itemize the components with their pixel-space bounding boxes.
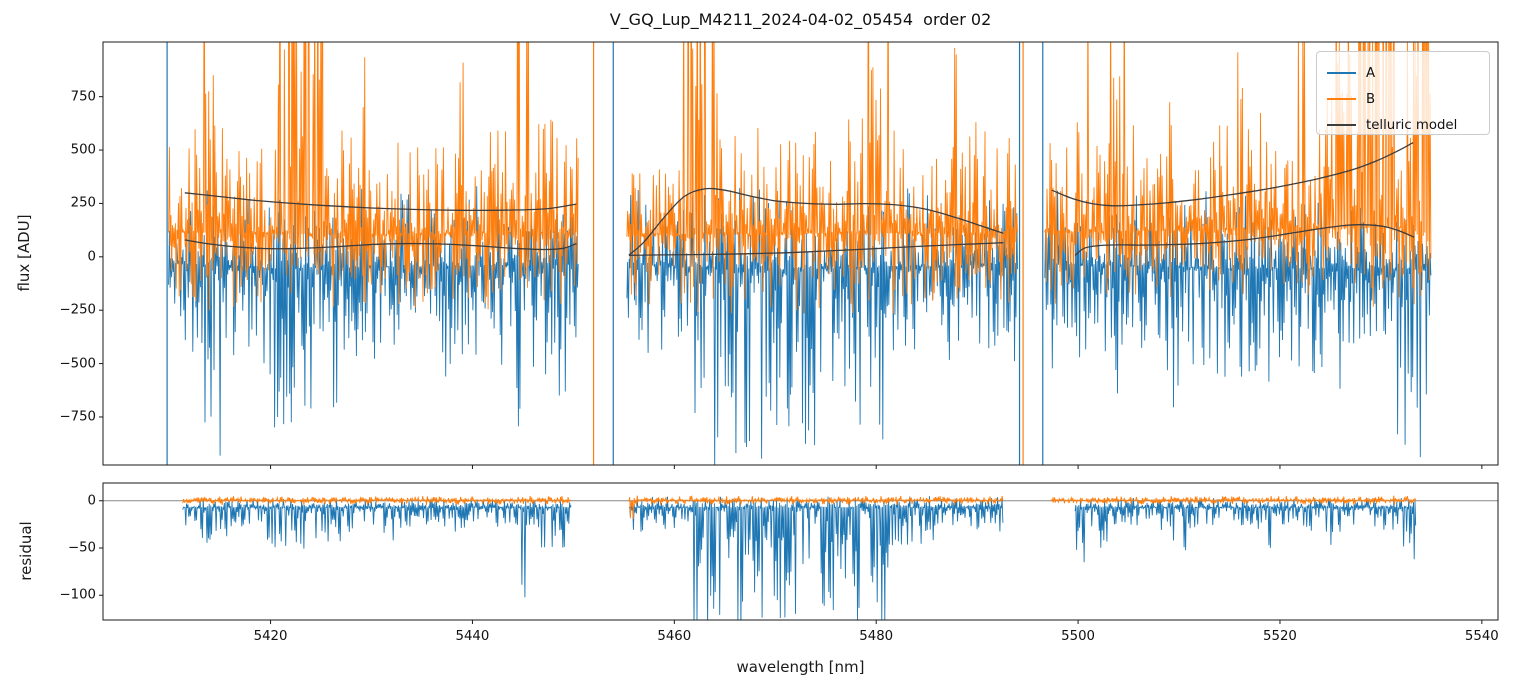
flux-y-tick-label: −750 xyxy=(59,409,96,425)
x-axis-label: wavelength [nm] xyxy=(736,658,865,676)
x-tick-label: 5460 xyxy=(657,629,692,644)
x-tick-label: 5520 xyxy=(1263,629,1297,644)
legend-label-a: A xyxy=(1366,65,1376,81)
flux-y-tick-label: 500 xyxy=(70,142,96,158)
x-tick-label: 5480 xyxy=(859,629,894,644)
legend: A B telluric model xyxy=(1316,51,1490,135)
legend-line-sample-telluric-icon xyxy=(1327,124,1356,126)
residual-y-axis-label: residual xyxy=(17,521,35,581)
legend-line-sample-a-icon xyxy=(1327,72,1356,74)
legend-label-telluric: telluric model xyxy=(1366,117,1458,133)
flux-y-axis-label: flux [ADU] xyxy=(15,214,33,292)
flux-y-tick-label: 750 xyxy=(70,89,96,105)
x-tick-label: 5540 xyxy=(1464,629,1499,644)
segment-edge-spikes xyxy=(166,42,1044,465)
residual-axes-frame xyxy=(102,482,1499,621)
residual-series-A xyxy=(182,496,1417,620)
telluric-model-curves xyxy=(184,142,1415,257)
legend-line-sample-b-icon xyxy=(1327,98,1356,100)
x-tick-label: 5420 xyxy=(253,629,288,644)
flux-axes-frame xyxy=(102,41,1499,466)
residual-series-B xyxy=(182,495,1417,520)
x-tick-label: 5440 xyxy=(455,629,490,644)
legend-label-b: B xyxy=(1366,91,1376,107)
residual-y-tick-label: −50 xyxy=(67,540,96,556)
legend-entry-b: B xyxy=(1327,86,1489,112)
flux-y-tick-label: −250 xyxy=(59,302,96,318)
flux-y-tick-label: 250 xyxy=(70,195,96,211)
x-tick-label: 5500 xyxy=(1061,629,1095,644)
flux-series-B xyxy=(168,42,1432,314)
legend-entry-a: A xyxy=(1327,60,1489,86)
plot-title: V_GQ_Lup_M4211_2024-04-02_05454 order 02 xyxy=(609,10,992,29)
legend-entry-telluric: telluric model xyxy=(1327,112,1489,138)
residual-y-tick-label: 0 xyxy=(87,493,96,509)
residual-y-tick-label: −100 xyxy=(59,587,96,603)
flux-y-tick-label: −500 xyxy=(59,356,96,372)
flux-y-tick-label: 0 xyxy=(87,249,96,265)
